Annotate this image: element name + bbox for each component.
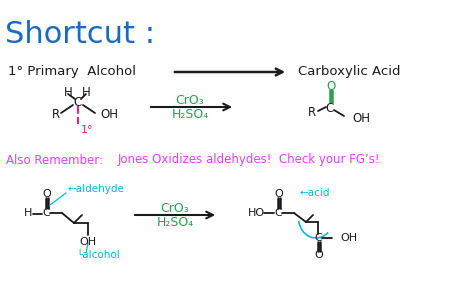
Text: CrO₃: CrO₃ bbox=[176, 94, 204, 106]
Text: OH: OH bbox=[352, 111, 370, 125]
Text: O: O bbox=[274, 189, 283, 199]
Text: ←acid: ←acid bbox=[300, 188, 330, 198]
Text: R: R bbox=[308, 106, 316, 119]
Text: H: H bbox=[24, 208, 32, 218]
Text: H₂SO₄: H₂SO₄ bbox=[156, 215, 193, 229]
Text: HO: HO bbox=[248, 208, 265, 218]
Text: Jones Oxidizes aldehydes!  Check your FG’s!: Jones Oxidizes aldehydes! Check your FG’… bbox=[118, 153, 381, 167]
Text: H: H bbox=[82, 86, 91, 99]
Text: ←aldehyde: ←aldehyde bbox=[68, 184, 125, 194]
Text: C: C bbox=[314, 233, 322, 243]
Text: 1°: 1° bbox=[81, 125, 93, 135]
Text: C: C bbox=[42, 208, 50, 218]
Text: C: C bbox=[274, 208, 282, 218]
Text: OH: OH bbox=[100, 108, 118, 122]
Text: OH: OH bbox=[80, 237, 97, 247]
Text: └alcohol: └alcohol bbox=[76, 250, 120, 260]
Text: H: H bbox=[64, 86, 73, 99]
Text: H₂SO₄: H₂SO₄ bbox=[172, 108, 209, 120]
Text: Also Remember:: Also Remember: bbox=[6, 153, 107, 167]
Text: 1° Primary  Alcohol: 1° Primary Alcohol bbox=[8, 66, 136, 78]
Text: CrO₃: CrO₃ bbox=[161, 201, 190, 215]
Text: Shortcut :: Shortcut : bbox=[5, 20, 155, 49]
Text: C: C bbox=[74, 95, 82, 108]
Text: O: O bbox=[315, 250, 323, 260]
Text: R: R bbox=[52, 108, 60, 122]
Text: OH: OH bbox=[340, 233, 357, 243]
Text: C: C bbox=[326, 102, 334, 114]
Text: O: O bbox=[43, 189, 51, 199]
Text: O: O bbox=[327, 80, 336, 92]
Text: Carboxylic Acid: Carboxylic Acid bbox=[298, 66, 401, 78]
